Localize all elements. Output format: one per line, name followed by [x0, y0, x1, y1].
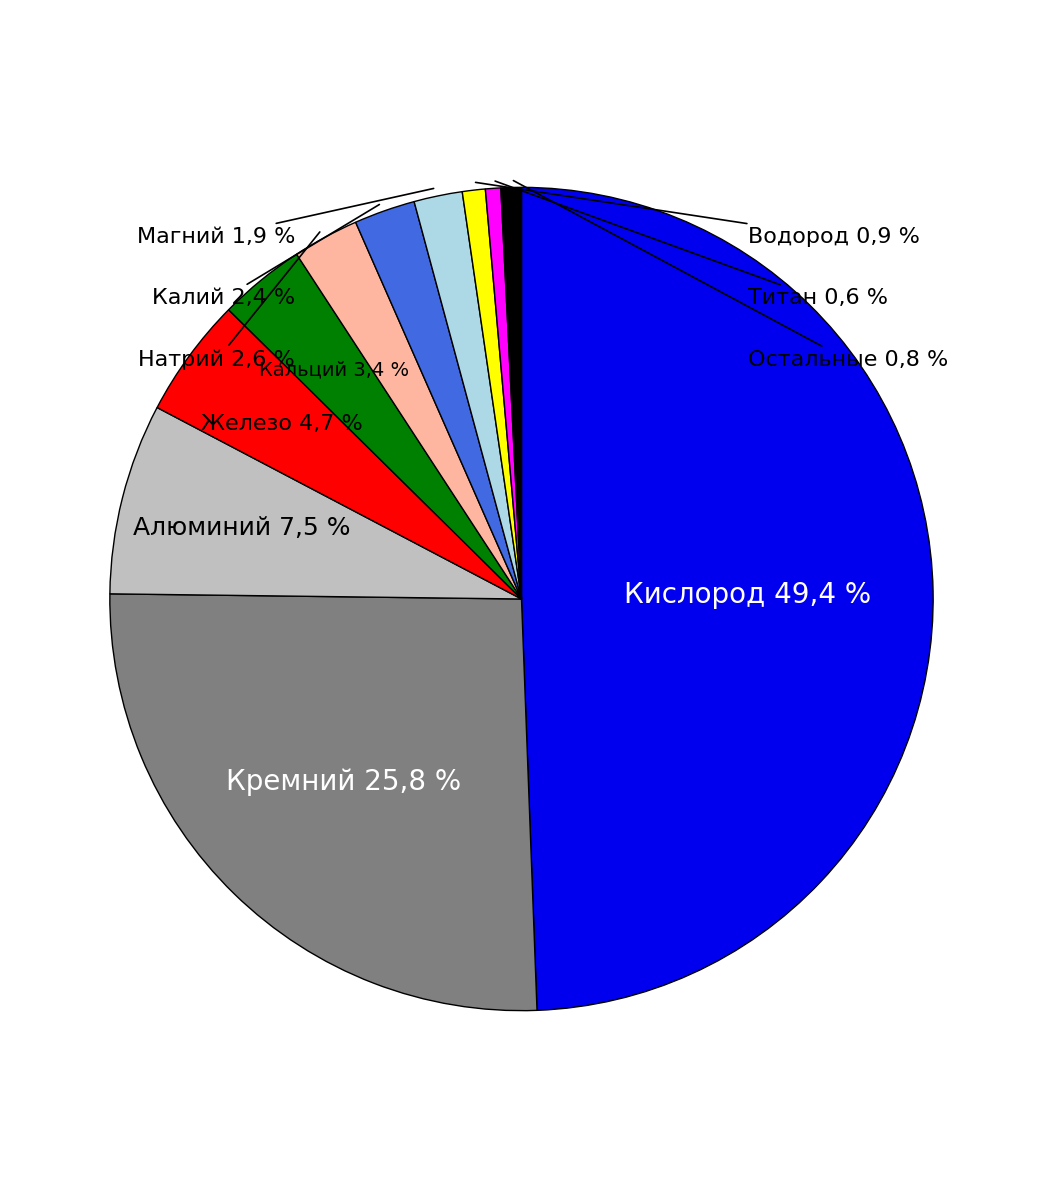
Text: Остальные 0,8 %: Остальные 0,8 %	[513, 181, 948, 370]
Text: Железо 4,7 %: Железо 4,7 %	[201, 415, 363, 434]
Wedge shape	[356, 201, 522, 599]
Wedge shape	[228, 254, 522, 599]
Wedge shape	[414, 192, 522, 599]
Text: Водород 0,9 %: Водород 0,9 %	[476, 182, 920, 247]
Text: Титан 0,6 %: Титан 0,6 %	[495, 181, 888, 309]
Wedge shape	[485, 188, 522, 599]
Text: Магний 1,9 %: Магний 1,9 %	[137, 188, 434, 247]
Wedge shape	[501, 187, 522, 599]
Text: Кремний 25,8 %: Кремний 25,8 %	[225, 768, 461, 795]
Wedge shape	[110, 407, 522, 599]
Wedge shape	[296, 223, 522, 599]
Text: Натрий 2,6 %: Натрий 2,6 %	[139, 232, 320, 370]
Text: Калий 2,4 %: Калий 2,4 %	[152, 205, 380, 309]
Wedge shape	[462, 189, 522, 599]
Wedge shape	[110, 594, 537, 1011]
Text: Алюминий 7,5 %: Алюминий 7,5 %	[134, 516, 350, 540]
Wedge shape	[157, 310, 522, 599]
Wedge shape	[522, 187, 933, 1010]
Text: Кальций 3,4 %: Кальций 3,4 %	[259, 359, 409, 379]
Text: Кислород 49,4 %: Кислород 49,4 %	[625, 581, 872, 609]
